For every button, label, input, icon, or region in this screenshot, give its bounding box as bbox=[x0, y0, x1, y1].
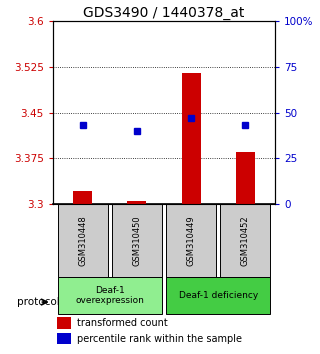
Text: Deaf-1 deficiency: Deaf-1 deficiency bbox=[179, 291, 258, 300]
Text: protocol: protocol bbox=[17, 297, 60, 307]
Text: GSM310450: GSM310450 bbox=[132, 215, 141, 266]
Text: GSM310448: GSM310448 bbox=[78, 215, 87, 266]
Bar bbox=[58, 277, 162, 314]
Bar bbox=[73, 190, 92, 204]
Bar bbox=[236, 152, 255, 204]
Bar bbox=[127, 201, 146, 204]
Bar bbox=[220, 204, 270, 277]
Bar bbox=[166, 204, 216, 277]
Bar bbox=[58, 204, 108, 277]
Text: Deaf-1
overexpression: Deaf-1 overexpression bbox=[75, 286, 144, 305]
Bar bbox=[57, 317, 71, 329]
Text: GSM310452: GSM310452 bbox=[241, 215, 250, 266]
Bar bbox=[182, 73, 201, 204]
Bar bbox=[166, 277, 270, 314]
Text: percentile rank within the sample: percentile rank within the sample bbox=[77, 333, 242, 344]
Text: transformed count: transformed count bbox=[77, 318, 168, 328]
Bar bbox=[57, 333, 71, 344]
Text: GSM310449: GSM310449 bbox=[187, 215, 196, 266]
Title: GDS3490 / 1440378_at: GDS3490 / 1440378_at bbox=[83, 6, 245, 20]
Bar bbox=[112, 204, 162, 277]
